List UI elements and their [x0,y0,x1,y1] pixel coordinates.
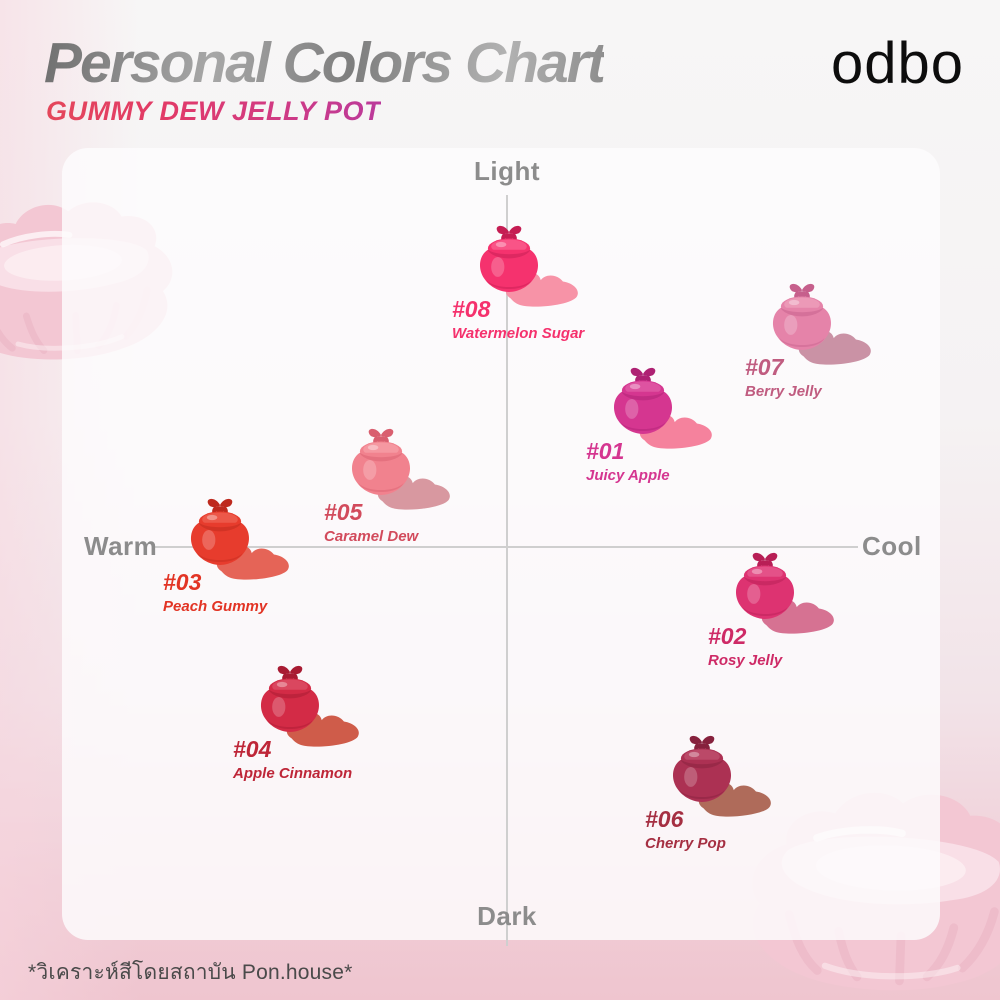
axis-label-cool: Cool [862,531,922,561]
product-label: #02 Rosy Jelly [708,623,783,669]
product-label: #01 Juicy Apple [586,438,670,484]
jelly-pot-icon [613,367,673,434]
product-label: #03 Peach Gummy [163,569,268,615]
product-code: #06 [645,806,684,832]
product-label: #04 Apple Cinnamon [233,736,353,782]
product-code: #08 [452,296,491,322]
product-label: #07 Berry Jelly [745,354,822,400]
product-label: #05 Caramel Dew [324,499,419,545]
product-item: #06 Cherry Pop [637,732,837,882]
vertical-axis-line [506,195,508,946]
page-title: Personal Colors Chart [44,31,606,95]
jelly-pot-icon [190,498,250,565]
product-item: #02 Rosy Jelly [700,549,900,699]
product-item: #01 Juicy Apple [578,364,778,514]
product-name: Watermelon Sugar [452,325,585,342]
product-name: Juicy Apple [586,467,670,484]
jelly-pot-icon [260,665,320,732]
product-name: Caramel Dew [324,528,419,545]
brand-logo: odbo [830,31,964,96]
page-subtitle: GUMMY DEW JELLY POT [46,96,382,126]
product-item: #04 Apple Cinnamon [225,662,425,812]
jelly-pot-icon [772,283,832,350]
jelly-pot-icon [479,225,539,292]
jelly-pot-icon [735,552,795,619]
axis-label-warm: Warm [84,531,158,561]
product-name: Peach Gummy [163,598,268,615]
product-code: #05 [324,499,363,525]
product-code: #01 [586,438,625,464]
axis-label-light: Light [473,156,541,186]
product-label: #06 Cherry Pop [645,806,726,852]
product-item: #07 Berry Jelly [737,280,937,430]
footnote: *วิเคราะห์สีโดยสถาบัน Pon.house* [28,961,353,984]
product-item: #08 Watermelon Sugar [444,222,644,372]
product-code: #04 [233,736,272,762]
product-code: #03 [163,569,202,595]
product-code: #07 [745,354,784,380]
product-name: Apple Cinnamon [233,765,353,782]
product-name: Cherry Pop [645,835,726,852]
product-item: #05 Caramel Dew [316,425,516,575]
jelly-pot-icon [672,735,732,802]
product-item: #03 Peach Gummy [155,495,355,645]
product-label: #08 Watermelon Sugar [452,296,585,342]
axis-label-dark: Dark [477,901,537,931]
product-name: Rosy Jelly [708,652,783,669]
product-code: #02 [708,623,747,649]
product-name: Berry Jelly [745,383,822,400]
jelly-pot-icon [351,428,411,495]
horizontal-axis-line [152,546,858,548]
